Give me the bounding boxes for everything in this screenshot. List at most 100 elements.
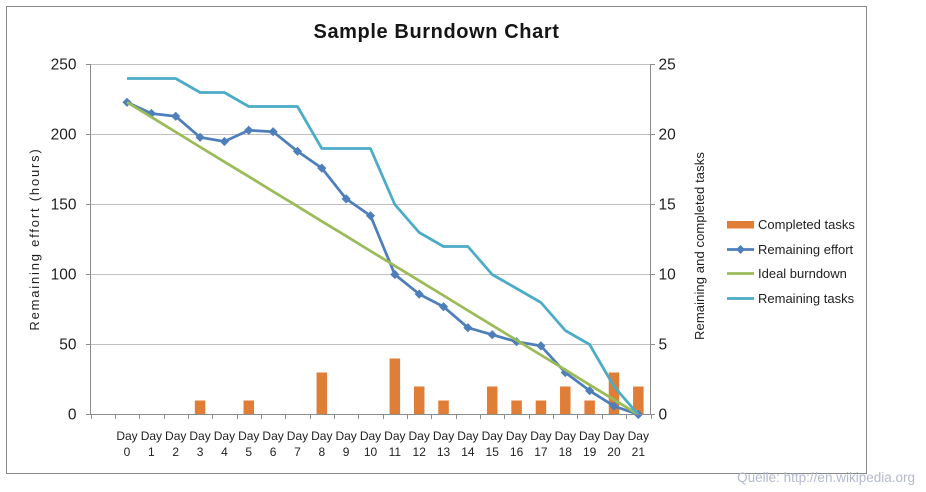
left-axis-tick-label: 250 [51, 57, 77, 74]
day-label-word-21: Day [628, 429, 649, 443]
legend-item-completed-tasks: Completed tasks [727, 212, 855, 237]
day-label-number-21: 21 [632, 445, 646, 459]
right-axis-tick-label: 25 [659, 57, 676, 74]
day-label-number-7: 7 [294, 445, 301, 459]
bar-swatch [727, 220, 754, 229]
legend-item-remaining-tasks: Remaining tasks [727, 286, 855, 311]
legend-label: Remaining tasks [758, 290, 855, 306]
bar-completed-tasks-day-18 [560, 386, 571, 415]
legend: Completed tasks Remaining effort Ideal bur… [727, 212, 855, 311]
effort-marker-day-15 [487, 330, 497, 340]
day-label-word-8: Day [311, 429, 332, 443]
day-label-number-17: 17 [534, 445, 548, 459]
day-label-number-11: 11 [389, 445, 402, 459]
left-axis-tick-label: 0 [68, 407, 77, 424]
effort-marker-day-18 [560, 367, 570, 378]
day-label-word-5: Day [238, 429, 259, 443]
line-swatch [727, 297, 754, 300]
right-axis-tick-label: 10 [659, 267, 677, 284]
day-label-number-3: 3 [197, 445, 204, 459]
day-label-word-18: Day [555, 429, 576, 443]
effort-marker-day-13 [438, 302, 449, 312]
day-label-word-4: Day [214, 429, 235, 443]
bar-completed-tasks-day-3 [194, 400, 206, 415]
right-axis-tick-label: 0 [659, 407, 668, 424]
day-label-word-2: Day [165, 429, 186, 443]
day-label-word-12: Day [409, 429, 430, 443]
day-label-word-6: Day [262, 429, 283, 443]
day-label-word-7: Day [287, 429, 308, 443]
effort-marker-day-1 [146, 108, 156, 119]
bar-completed-tasks-day-13 [438, 400, 449, 415]
day-label-number-4: 4 [221, 445, 228, 459]
remaining-effort-line [126, 101, 639, 416]
right-axis-tick-label: 5 [659, 337, 668, 354]
bar-completed-tasks-day-16 [511, 400, 522, 415]
legend-item-remaining-effort: Remaining effort [727, 237, 855, 262]
effort-marker-day-10 [365, 211, 376, 221]
day-label-word-20: Day [603, 429, 624, 443]
day-label-number-13: 13 [437, 445, 451, 459]
day-label-number-12: 12 [413, 445, 427, 459]
effort-marker-day-9 [341, 194, 351, 204]
day-label-word-0: Day [116, 429, 137, 443]
day-label-word-17: Day [530, 429, 551, 443]
bar-completed-tasks-day-8 [316, 372, 328, 415]
day-label-number-6: 6 [270, 445, 277, 459]
day-label-number-9: 9 [343, 445, 350, 459]
left-axis-tick-label: 100 [51, 267, 77, 284]
day-label-number-5: 5 [245, 445, 252, 459]
right-axis-tick-label: 20 [659, 127, 677, 144]
line-diamond-swatch [727, 244, 754, 254]
effort-marker-day-3 [195, 132, 205, 142]
day-label-word-19: Day [579, 429, 600, 443]
effort-marker-day-7 [292, 146, 303, 156]
bar-completed-tasks-day-20 [608, 372, 620, 415]
bar-completed-tasks-day-19 [584, 400, 595, 415]
day-label-word-13: Day [433, 429, 454, 443]
effort-marker-day-12 [414, 289, 424, 299]
day-label-number-8: 8 [318, 445, 325, 459]
legend-label: Remaining effort [758, 241, 854, 257]
bar-completed-tasks-day-5 [243, 400, 255, 415]
effort-marker-day-8 [317, 163, 327, 173]
day-label-word-1: Day [141, 429, 162, 443]
bar-completed-tasks-day-11 [389, 358, 401, 415]
chart-title: Sample Burndown Chart [313, 21, 560, 43]
day-label-number-16: 16 [510, 445, 524, 459]
day-label-number-10: 10 [364, 445, 378, 459]
day-label-word-9: Day [335, 429, 356, 443]
effort-marker-day-4 [219, 136, 230, 147]
left-axis-tick-label: 150 [51, 197, 77, 214]
left-axis-tick-label: 200 [51, 127, 77, 144]
effort-marker-day-20 [609, 401, 619, 411]
day-label-word-11: Day [384, 429, 405, 443]
bar-completed-tasks-day-12 [413, 386, 425, 415]
day-label-word-10: Day [360, 429, 381, 443]
day-label-number-15: 15 [486, 445, 500, 459]
effort-marker-day-11 [390, 269, 400, 280]
effort-marker-day-14 [463, 323, 473, 333]
day-label-number-18: 18 [559, 445, 573, 459]
legend-item-ideal-burndown: Ideal burndown [727, 261, 855, 286]
effort-marker-day-17 [536, 341, 546, 351]
ideal-burndown-line [126, 101, 640, 416]
effort-marker-day-5 [244, 125, 254, 135]
day-label-word-14: Day [457, 429, 478, 443]
bar-completed-tasks-day-21 [633, 386, 644, 415]
day-label-word-3: Day [189, 429, 210, 443]
right-axis-tick-label: 15 [659, 197, 676, 214]
effort-marker-day-2 [171, 111, 181, 121]
remaining-tasks-line [127, 77, 640, 416]
legend-label: Completed tasks [758, 216, 855, 232]
day-label-number-0: 0 [124, 445, 131, 459]
bar-completed-tasks-day-17 [535, 400, 547, 415]
day-label-number-14: 14 [461, 445, 475, 459]
left-axis-tick-label: 50 [59, 337, 77, 354]
day-label-number-2: 2 [172, 445, 179, 459]
line-swatch [727, 272, 754, 276]
source-caption: Quelle: http://en.wikipedia.org [737, 470, 915, 485]
day-label-number-1: 1 [148, 445, 155, 459]
